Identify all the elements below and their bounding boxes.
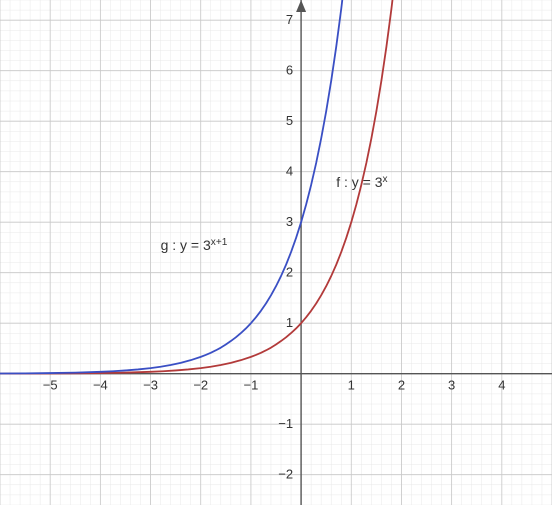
x-tick-label: −3 bbox=[143, 378, 158, 393]
x-tick-label: 3 bbox=[448, 378, 455, 393]
y-tick-label: 4 bbox=[286, 164, 293, 179]
x-tick-label: −1 bbox=[243, 378, 258, 393]
x-tick-label: 1 bbox=[348, 378, 355, 393]
y-tick-label: 1 bbox=[286, 315, 293, 330]
y-tick-label: 5 bbox=[286, 113, 293, 128]
y-tick-label: 7 bbox=[286, 12, 293, 27]
exponential-chart: −5−4−3−2−11234−2−11234567f : y = 3xg : y… bbox=[0, 0, 552, 505]
chart-svg: −5−4−3−2−11234−2−11234567f : y = 3xg : y… bbox=[0, 0, 552, 505]
x-tick-label: −2 bbox=[193, 378, 208, 393]
curve-label-f: f : y = 3x bbox=[336, 173, 387, 190]
x-tick-label: 4 bbox=[498, 378, 505, 393]
x-tick-label: 2 bbox=[398, 378, 405, 393]
x-tick-label: −5 bbox=[43, 378, 58, 393]
y-tick-label: 3 bbox=[286, 214, 293, 229]
y-tick-label: −1 bbox=[278, 416, 293, 431]
y-tick-label: −2 bbox=[278, 467, 293, 482]
y-tick-label: 2 bbox=[286, 265, 293, 280]
y-tick-label: 6 bbox=[286, 63, 293, 78]
x-tick-label: −4 bbox=[93, 378, 108, 393]
